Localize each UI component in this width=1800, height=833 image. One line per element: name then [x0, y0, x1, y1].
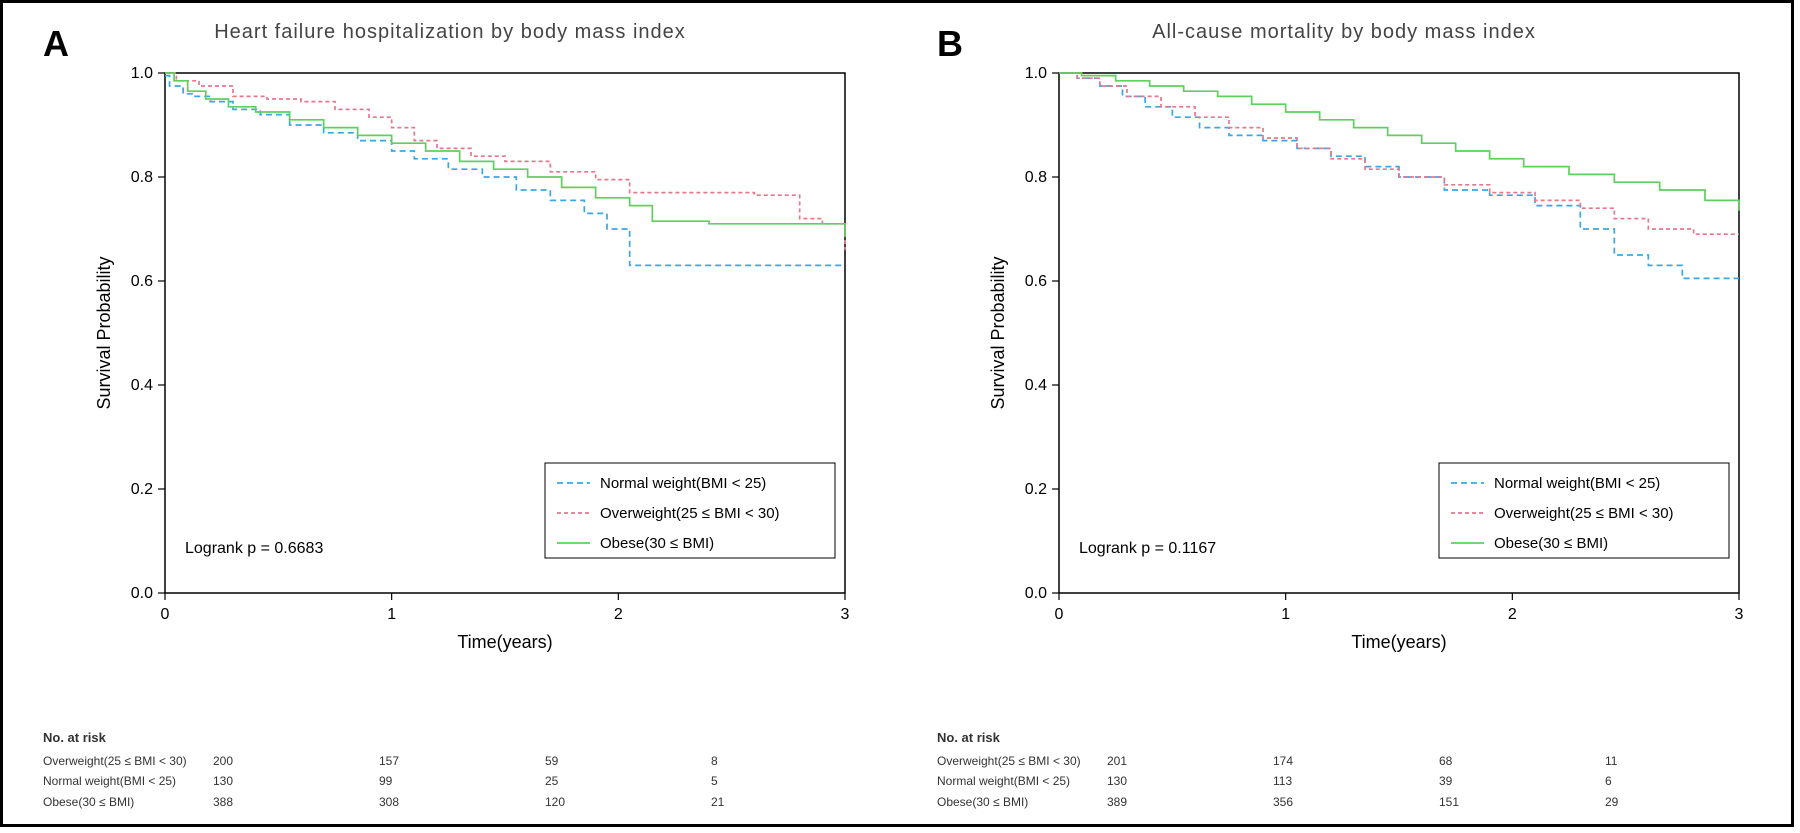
risk-row-values: 200157598 [253, 751, 877, 771]
risk-cell: 68 [1439, 751, 1605, 771]
ytick-label: 0.8 [131, 169, 153, 186]
risk-table: No. at risk Overweight(25 ≤ BMI < 30)2001… [43, 730, 877, 812]
risk-table: No. at risk Overweight(25 ≤ BMI < 30)2011… [937, 730, 1771, 812]
risk-cell: 174 [1273, 751, 1439, 771]
risk-row: Normal weight(BMI < 25)13099255 [43, 771, 877, 791]
legend-label: Obese(30 ≤ BMI) [1494, 535, 1608, 552]
risk-row: Obese(30 ≤ BMI)38935615129 [937, 792, 1771, 812]
risk-cell: 120 [545, 792, 711, 812]
x-axis-label: Time(years) [1351, 632, 1446, 652]
panels-container: A Heart failure hospitalization by body … [3, 3, 1791, 824]
xtick-label: 0 [161, 606, 170, 623]
risk-cell: 308 [379, 792, 545, 812]
risk-cell: 201 [1107, 751, 1273, 771]
legend-label: Overweight(25 ≤ BMI < 30) [1494, 505, 1674, 522]
risk-cell: 356 [1273, 792, 1439, 812]
risk-cell: 151 [1439, 792, 1605, 812]
risk-row-values: 38935615129 [1147, 792, 1771, 812]
risk-row-values: 2011746811 [1147, 751, 1771, 771]
ytick-label: 0.2 [1025, 481, 1047, 498]
panel-title: Heart failure hospitalization by body ma… [3, 21, 897, 44]
km-curve [1059, 73, 1739, 234]
risk-cell: 25 [545, 771, 711, 791]
ytick-label: 0.4 [1025, 377, 1047, 394]
risk-cell: 130 [213, 771, 379, 791]
survival-plot: 0.0 0.2 0.4 0.6 0.8 1.0 0 1 2 3 Survival Probabili… [967, 53, 1771, 673]
xtick-label: 3 [1735, 606, 1744, 623]
risk-cell: 11 [1605, 751, 1771, 771]
risk-row: Overweight(25 ≤ BMI < 30)200157598 [43, 751, 877, 771]
risk-table-title: No. at risk [43, 730, 877, 745]
risk-cell: 59 [545, 751, 711, 771]
panel-title: All-cause mortality by body mass index [897, 21, 1791, 44]
xtick-label: 0 [1055, 606, 1064, 623]
ytick-label: 0.6 [1025, 273, 1047, 290]
risk-table-title: No. at risk [937, 730, 1771, 745]
risk-cell: 39 [1439, 771, 1605, 791]
legend-label: Overweight(25 ≤ BMI < 30) [600, 505, 780, 522]
risk-row-values: 130113396 [1147, 771, 1771, 791]
plot-wrap: 0.0 0.2 0.4 0.6 0.8 1.0 0 1 2 3 Survival Probabili… [73, 53, 877, 673]
legend-label: Normal weight(BMI < 25) [600, 475, 766, 492]
xtick-label: 1 [1281, 606, 1290, 623]
ytick-label: 0.0 [1025, 585, 1047, 602]
risk-cell: 29 [1605, 792, 1771, 812]
plot-wrap: 0.0 0.2 0.4 0.6 0.8 1.0 0 1 2 3 Survival Probabili… [967, 53, 1771, 673]
risk-cell: 8 [711, 751, 877, 771]
risk-cell: 389 [1107, 792, 1273, 812]
risk-cell: 5 [711, 771, 877, 791]
panel-B: B All-cause mortality by body mass index… [897, 3, 1791, 824]
risk-cell: 200 [213, 751, 379, 771]
xtick-label: 3 [841, 606, 850, 623]
risk-row-values: 38830812021 [253, 792, 877, 812]
risk-cell: 99 [379, 771, 545, 791]
ytick-label: 0.8 [1025, 169, 1047, 186]
risk-row: Obese(30 ≤ BMI)38830812021 [43, 792, 877, 812]
km-curve [165, 76, 845, 266]
legend-label: Obese(30 ≤ BMI) [600, 535, 714, 552]
risk-row: Overweight(25 ≤ BMI < 30)2011746811 [937, 751, 1771, 771]
y-axis-label: Survival Probability [988, 256, 1008, 409]
y-axis-label: Survival Probability [94, 256, 114, 409]
ytick-label: 1.0 [1025, 65, 1047, 82]
risk-row: Normal weight(BMI < 25)130113396 [937, 771, 1771, 791]
ytick-label: 0.4 [131, 377, 153, 394]
risk-cell: 130 [1107, 771, 1273, 791]
risk-cell: 388 [213, 792, 379, 812]
ytick-label: 1.0 [131, 65, 153, 82]
figure-border: A Heart failure hospitalization by body … [0, 0, 1794, 827]
risk-cell: 6 [1605, 771, 1771, 791]
panel-A: A Heart failure hospitalization by body … [3, 3, 897, 824]
xtick-label: 2 [614, 606, 623, 623]
ytick-label: 0.0 [131, 585, 153, 602]
ytick-label: 0.2 [131, 481, 153, 498]
risk-row-values: 13099255 [253, 771, 877, 791]
risk-cell: 21 [711, 792, 877, 812]
logrank-text: Logrank p = 0.6683 [185, 540, 323, 557]
km-curve [1059, 73, 1739, 211]
survival-plot: 0.0 0.2 0.4 0.6 0.8 1.0 0 1 2 3 Survival Probabili… [73, 53, 877, 673]
ytick-label: 0.6 [131, 273, 153, 290]
legend-label: Normal weight(BMI < 25) [1494, 475, 1660, 492]
xtick-label: 1 [387, 606, 396, 623]
x-axis-label: Time(years) [457, 632, 552, 652]
xtick-label: 2 [1508, 606, 1517, 623]
risk-cell: 113 [1273, 771, 1439, 791]
logrank-text: Logrank p = 0.1167 [1079, 540, 1216, 557]
risk-cell: 157 [379, 751, 545, 771]
